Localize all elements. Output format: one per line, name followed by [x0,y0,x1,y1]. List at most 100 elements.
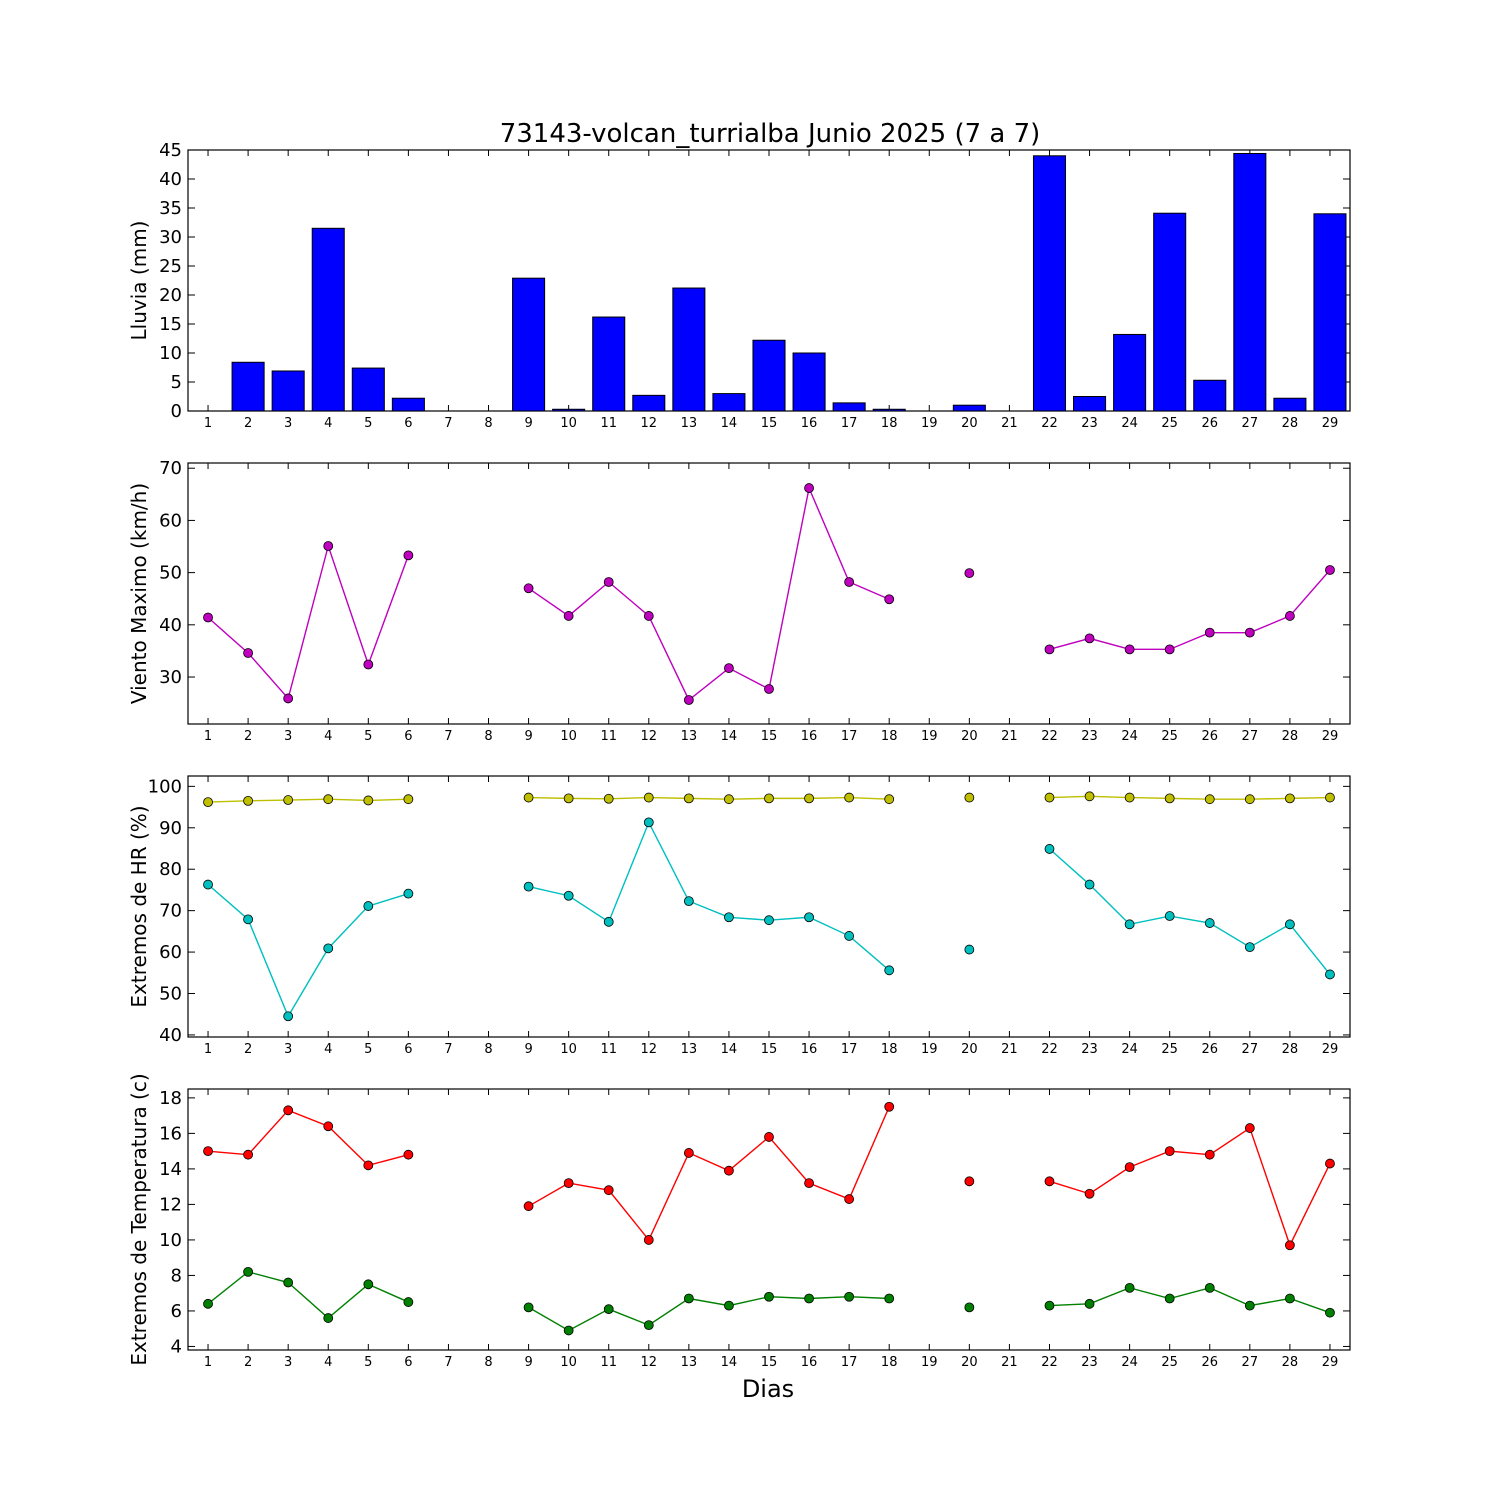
humidity-series-0-point [1084,791,1095,802]
y-tick-label: 40 [159,1025,182,1046]
humidity-series-0-point [964,792,975,803]
x-tick-label: 13 [681,416,698,431]
x-tick-label: 16 [801,1355,818,1370]
x-tick-label: 16 [801,416,818,431]
x-tick-label: 11 [600,729,617,744]
humidity-series-0-line [1049,795,1330,800]
x-tick-label: 6 [404,416,412,431]
x-tick-label: 5 [364,729,372,744]
humidity-series-1-point [683,896,694,907]
humidity-series-1-point [964,944,975,955]
rain-bar [391,397,425,412]
x-tick-label: 24 [1121,1042,1138,1057]
humidity-series-0-point [323,794,334,805]
x-tick-label: 26 [1201,1355,1218,1370]
humidity-series-1-point [1044,844,1055,854]
temperature-series-1-point [1164,1293,1175,1304]
x-tick-label: 12 [641,416,658,431]
x-tick-label: 21 [1001,729,1018,744]
y-tick-label: 14 [159,1159,182,1180]
x-tick-label: 10 [560,1355,577,1370]
x-tick-label: 26 [1201,729,1218,744]
x-tick-label: 20 [961,1042,978,1057]
max-wind-series-0-point [1044,644,1055,655]
x-tick-label: 4 [324,1355,332,1370]
x-tick-label: 9 [524,729,532,744]
x-tick-label: 20 [961,416,978,431]
humidity-series-1-point [1124,919,1135,930]
temperature-series-1-line [1049,1287,1331,1314]
humidity-series-1-point [283,1011,294,1022]
x-tick-label: 27 [1242,416,1259,431]
temperature-series-0-point [884,1101,895,1112]
humidity-series-1-point [363,901,374,911]
rain-bar [271,370,305,412]
x-tick-label: 16 [801,1042,818,1057]
temperature-series-1-point [1325,1307,1335,1318]
rainfall-y-axis-label: Lluvia (mm) [127,221,151,341]
x-tick-label: 12 [641,729,658,744]
humidity-series-1-point [844,931,855,941]
temperature-series-1-point [1124,1282,1135,1293]
temperature-series-0-point [1164,1146,1175,1157]
temperature-series-1-point [1284,1293,1295,1304]
humidity-series-0-point [683,793,694,804]
x-tick-label: 20 [961,729,978,744]
x-tick-label: 5 [364,416,372,431]
x-tick-label: 17 [841,416,858,431]
y-tick-label: 10 [159,1230,182,1251]
x-tick-label: 10 [560,729,577,744]
temperature-series-1-point [403,1297,414,1307]
y-tick-label: 50 [159,984,182,1005]
x-tick-label: 3 [284,416,292,431]
rain-bar [351,367,385,412]
temperature-series-0-point [764,1132,774,1142]
y-tick-label: 40 [159,615,182,636]
humidity-series-1-point [1204,918,1215,928]
x-tick-label: 6 [404,729,412,744]
humidity-series-0-line [208,798,409,803]
temperature-series-1-point [844,1291,855,1302]
x-tick-label: 3 [284,1042,292,1057]
temperature-series-0-point [683,1148,694,1158]
y-tick-label: 50 [159,563,182,584]
x-tick-label: 3 [284,729,292,744]
y-tick-label: 16 [159,1123,182,1144]
humidity-series-0-point [1244,794,1255,805]
x-tick-label: 19 [921,1042,938,1057]
y-tick-label: 100 [148,776,182,797]
x-tick-label: 3 [284,1355,292,1370]
x-tick-label: 14 [721,729,738,744]
humidity-series-1-point [1284,919,1295,930]
temperature-y-axis-label: Extremos de Temperatura (c) [127,1073,151,1365]
x-axis-label: Dias [742,1375,794,1403]
y-tick-label: 0 [171,401,182,422]
temperature-series-1-point [804,1293,814,1304]
temperature-series-0-point [1204,1149,1215,1160]
humidity-series-0-point [764,793,774,804]
rain-bar [872,408,906,412]
rain-bar [1193,379,1227,412]
rain-bar [1073,396,1107,412]
x-tick-label: 4 [324,729,332,744]
max-wind-series-0-line [528,485,890,702]
x-tick-label: 23 [1081,1355,1098,1370]
temperature-series-1-point [724,1300,734,1311]
x-tick-label: 28 [1282,729,1299,744]
y-tick-label: 6 [171,1301,182,1322]
x-tick-label: 12 [641,1042,658,1057]
y-tick-label: 90 [159,818,182,839]
humidity-series-0-line [528,796,890,800]
y-tick-label: 40 [159,169,182,190]
max-wind-series-0-point [884,594,895,605]
x-tick-label: 15 [761,729,778,744]
temperature-series-1-point [363,1279,374,1290]
temperature-series-0-point [243,1149,254,1160]
temperature-series-0-point [1084,1188,1095,1199]
humidity-series-1-point [1325,969,1335,980]
humidity-series-1-point [203,879,213,890]
max-wind-series-0-point [1204,627,1215,638]
humidity-series-0-point [1325,792,1335,803]
